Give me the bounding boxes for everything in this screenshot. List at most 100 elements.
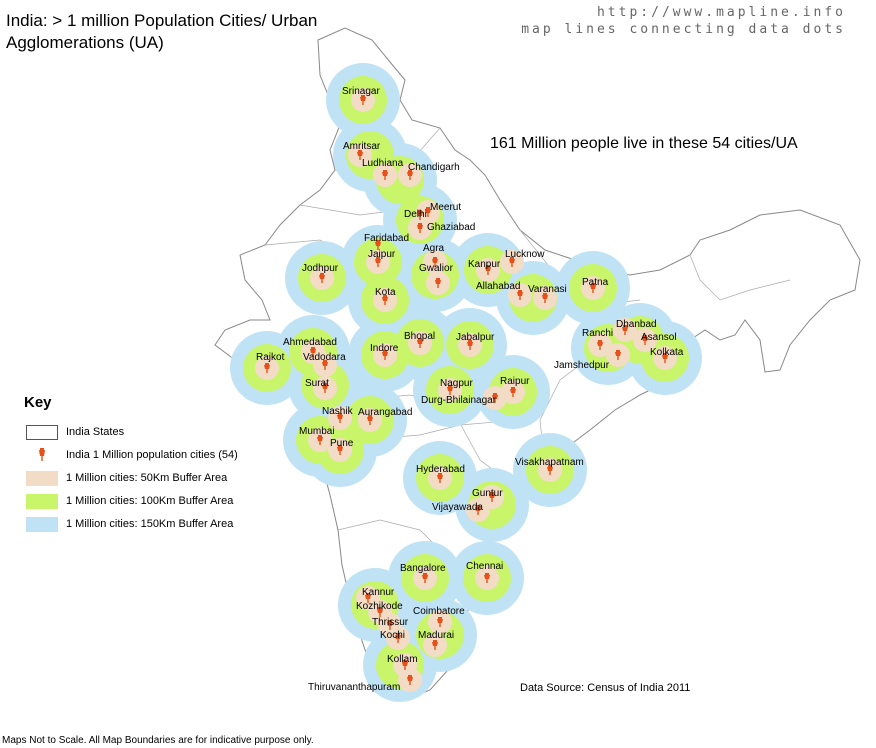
city-marker-icon: [425, 207, 431, 217]
city-marker-icon: [467, 340, 473, 350]
states-swatch: [26, 424, 58, 440]
city-label-bhopal: Bhopal: [404, 331, 435, 342]
footer-note: Maps Not to Scale. All Map Boundaries ar…: [2, 735, 314, 746]
city-marker-icon: [382, 295, 388, 305]
map-title: India: > 1 million Population Cities/ Ur…: [6, 11, 318, 52]
buffer-100-swatch: [26, 493, 58, 509]
city-label-aurangabad: Aurangabad: [358, 407, 413, 418]
city-marker-icon: [375, 240, 381, 250]
pin-icon: [26, 448, 58, 463]
city-labels: Srinagar Amritsar Ludhiana Chandigarh Me…: [256, 86, 684, 693]
city-marker-icon: [337, 445, 343, 455]
city-marker-icon: [382, 170, 388, 180]
city-label-ludhiana: Ludhiana: [362, 158, 404, 169]
site-url[interactable]: http://www.mapline.info: [596, 5, 846, 20]
city-marker-icon: [402, 660, 408, 670]
city-label-chennai: Chennai: [466, 561, 503, 572]
city-marker-icon: [407, 170, 413, 180]
city-marker-icon: [422, 573, 428, 583]
city-label-kannur: Kannur: [362, 587, 395, 598]
city-label-allahabad: Allahabad: [476, 281, 520, 292]
key-item-buffer-150: 1 Million cities: 150Km Buffer Area: [26, 515, 233, 533]
city-label-jabalpur: Jabalpur: [456, 332, 495, 343]
key-title: Key: [24, 394, 52, 411]
city-marker-icon: [437, 617, 443, 627]
city-label-jaipur: Jaipur: [368, 249, 396, 260]
city-marker-icon: [395, 633, 401, 643]
city-label-guntur: Guntur: [472, 488, 503, 499]
city-marker-icon: [387, 620, 393, 630]
city-marker-icon: [367, 415, 373, 425]
city-label-visakhapatnam: Visakhapatnam: [515, 457, 584, 468]
city-label-ahmedabad: Ahmedabad: [283, 337, 337, 348]
city-marker-icon: [615, 350, 621, 360]
city-marker-icon: [492, 393, 498, 403]
city-label-mumbai: Mumbai: [299, 426, 335, 437]
city-label-rajkot: Rajkot: [256, 352, 285, 363]
city-label-dhanbad: Dhanbad: [616, 319, 657, 330]
city-label-vijayawada: Vijayawada: [432, 502, 483, 513]
city-marker-icon: [377, 607, 383, 617]
city-marker-icon: [437, 473, 443, 483]
city-marker-icon: [417, 338, 423, 348]
city-marker-icon: [375, 257, 381, 267]
city-marker-icon: [417, 210, 423, 220]
data-source: Data Source: Census of India 2011: [520, 682, 691, 694]
city-marker-icon: [310, 347, 316, 357]
city-marker-icon: [547, 465, 553, 475]
city-label-meerut: Meerut: [430, 202, 461, 213]
site-credit: http://www.mapline.info map lines connec…: [521, 4, 846, 38]
city-label-srinagar: Srinagar: [342, 86, 380, 97]
key-label-states: India States: [66, 426, 125, 438]
city-marker-icon: [432, 257, 438, 267]
city-label-gwalior: Gwalior: [419, 263, 454, 274]
city-marker-icon: [542, 293, 548, 303]
city-label-ranchi: Ranchi: [582, 328, 613, 339]
city-label-bangalore: Bangalore: [400, 563, 446, 574]
city-label-indore: Indore: [370, 343, 399, 354]
city-label-jodhpur: Jodhpur: [302, 263, 339, 274]
city-label-hyderabad: Hyderabad: [416, 464, 465, 475]
city-marker-icon: [510, 387, 516, 397]
city-label-asansol: Asansol: [641, 332, 677, 343]
city-marker-icon: [357, 150, 363, 160]
city-label-thrissur: Thrissur: [372, 617, 409, 628]
city-marker-icon: [360, 95, 366, 105]
city-marker-icon: [509, 257, 515, 267]
key-label-buffer-50: 1 Million cities: 50Km Buffer Area: [66, 472, 228, 484]
city-marker-icon: [264, 363, 270, 373]
city-marker-icon: [407, 675, 413, 685]
city-label-raipur: Raipur: [500, 376, 530, 387]
city-marker-icon: [317, 435, 323, 445]
city-marker-icon: [432, 640, 438, 650]
city-marker-icon: [590, 283, 596, 293]
city-label-kochi: Kochi: [380, 630, 405, 641]
city-label-durg-bhilainagar: Durg-Bhilainagar: [421, 395, 497, 406]
city-label-faridabad: Faridabad: [364, 233, 409, 244]
key-item-states: India States: [26, 423, 124, 441]
city-marker-icon: [322, 360, 328, 370]
city-label-chandigarh: Chandigarh: [408, 162, 460, 173]
city-marker-icon: [319, 273, 325, 283]
city-label-lucknow: Lucknow: [505, 249, 545, 260]
city-label-vadodara: Vadodara: [303, 352, 346, 363]
city-marker-icon: [489, 492, 495, 502]
city-label-kollam: Kollam: [387, 654, 418, 665]
city-label-kozhikode: Kozhikode: [356, 601, 403, 612]
city-label-delhi: Delhi: [404, 209, 427, 220]
key-label-cities: India 1 Million population cities (54): [66, 449, 238, 461]
city-label-pune: Pune: [330, 438, 354, 449]
key-label-buffer-100: 1 Million cities: 100Km Buffer Area: [66, 495, 234, 507]
buffer-50-swatch: [26, 470, 58, 486]
city-marker-icon: [435, 278, 441, 288]
city-marker-icon: [517, 290, 523, 300]
city-label-patna: Patna: [582, 277, 609, 288]
city-marker-icon: [475, 505, 481, 515]
key-item-buffer-50: 1 Million cities: 50Km Buffer Area: [26, 469, 227, 487]
city-label-madurai: Madurai: [418, 630, 454, 641]
city-label-kanpur: Kanpur: [468, 259, 501, 270]
key-item-cities: India 1 Million population cities (54): [26, 446, 238, 464]
city-label-jamshedpur: Jamshedpur: [554, 360, 610, 371]
headline-stat: 161 Million people live in these 54 citi…: [490, 135, 798, 152]
